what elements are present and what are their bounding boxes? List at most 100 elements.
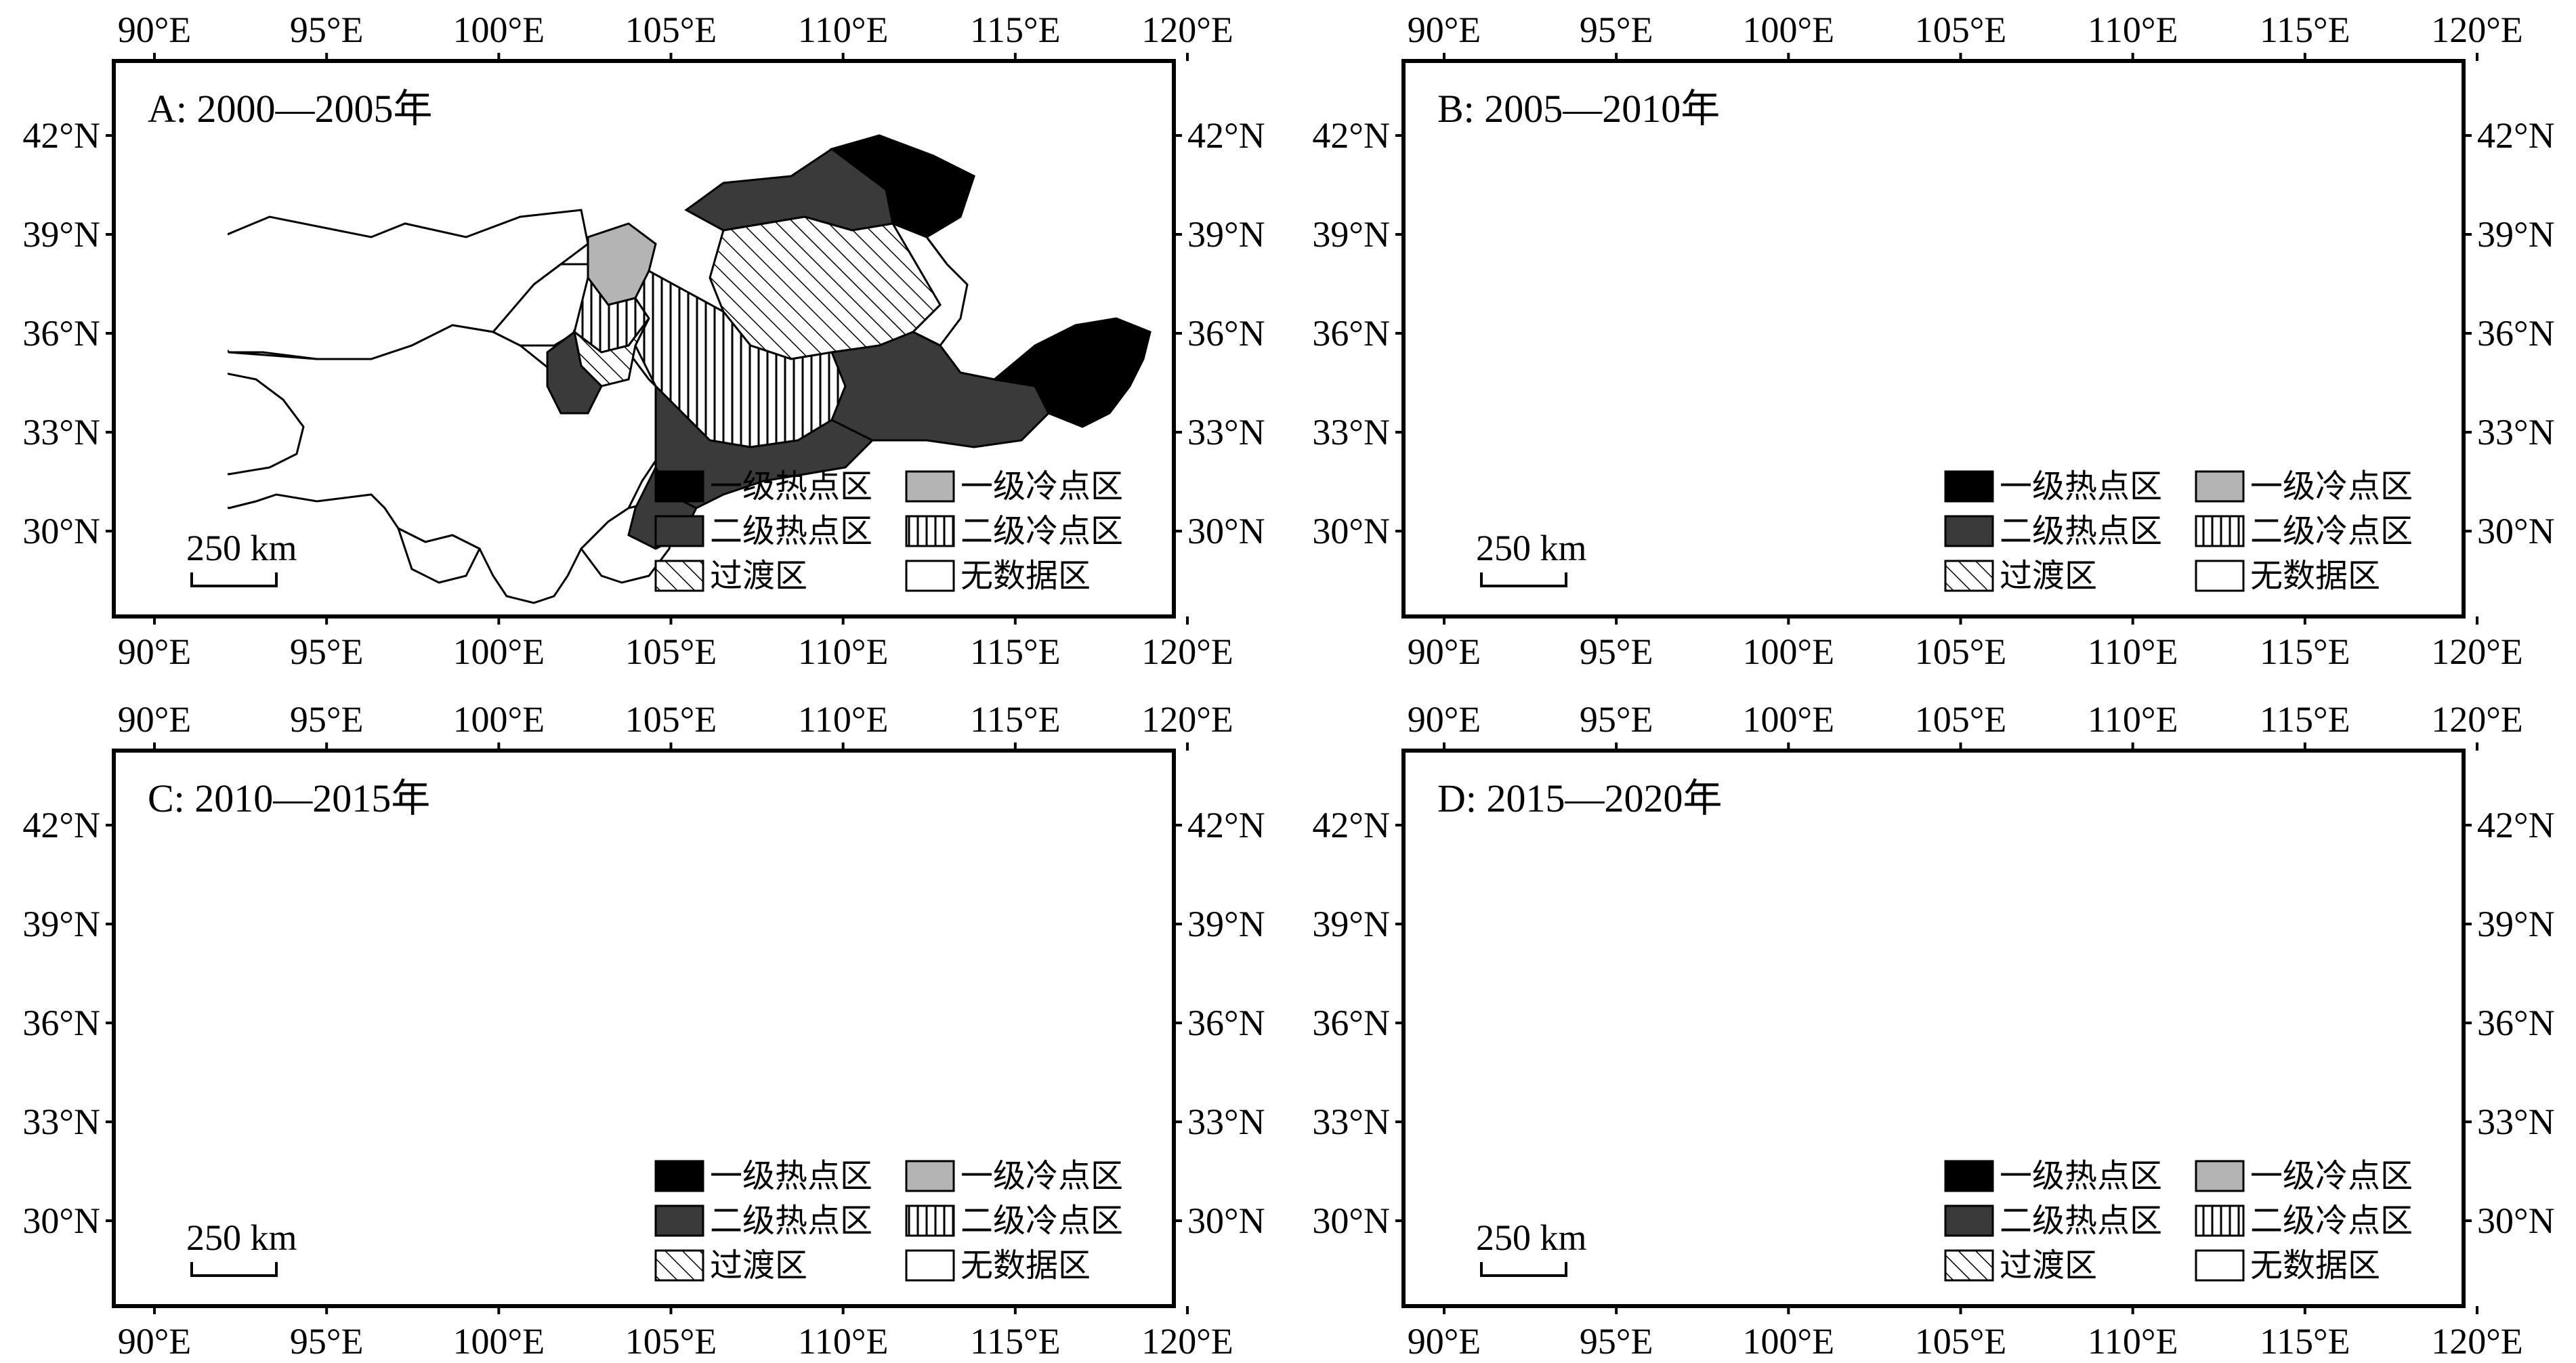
panel-title: B: 2005—2010年 <box>1437 87 1720 131</box>
lon-label-top: 90°E <box>1408 9 1481 50</box>
lon-label-bottom: 95°E <box>290 631 364 672</box>
legend-swatch-level1-hot <box>1944 470 1994 503</box>
lon-label-bottom: 105°E <box>625 631 717 672</box>
lat-label-left: 36°N <box>22 313 100 354</box>
lon-label-bottom: 100°E <box>1743 631 1835 672</box>
lon-label-top: 95°E <box>1580 699 1653 740</box>
lon-label-bottom: 120°E <box>2431 1321 2523 1362</box>
panel-title: A: 2000—2005年 <box>148 87 433 131</box>
legend-swatch-no-data <box>905 560 955 592</box>
lon-label-top: 95°E <box>290 699 364 740</box>
lat-label-left: 30°N <box>22 1200 100 1241</box>
lat-label-right: 33°N <box>2477 1102 2555 1142</box>
legend-label-transition: 过渡区 <box>710 1246 807 1284</box>
legend-swatch-level1-cold <box>2195 470 2245 503</box>
legend-label-level2-cold: 二级冷点区 <box>2250 512 2413 550</box>
lon-label-bottom: 115°E <box>2260 631 2350 672</box>
map-panel-c: 90°E 90°E 95°E 95°E 100°E 100°E 105°E 105°E 110°… <box>22 699 1265 1362</box>
lat-label-right: 30°N <box>2477 1200 2555 1241</box>
lon-label-top: 90°E <box>118 9 192 50</box>
scale-bar-label: 250 km <box>1476 528 1587 568</box>
legend-label-level1-hot: 一级热点区 <box>2000 1157 2162 1195</box>
legend-swatch-level1-cold <box>905 1160 955 1192</box>
lon-label-bottom: 120°E <box>1141 1321 1233 1362</box>
lon-label-bottom: 105°E <box>625 1321 717 1362</box>
legend-label-level2-cold: 二级冷点区 <box>960 1202 1123 1240</box>
lat-label-left: 30°N <box>1312 1200 1390 1241</box>
lat-label-right: 33°N <box>1187 1102 1265 1142</box>
lat-label-right: 39°N <box>2477 904 2555 944</box>
lon-label-bottom: 115°E <box>970 1321 1061 1362</box>
lat-label-right: 30°N <box>1187 511 1265 551</box>
lon-label-bottom: 90°E <box>118 1321 192 1362</box>
legend-label-level1-cold: 一级冷点区 <box>960 467 1123 505</box>
lon-label-top: 105°E <box>625 9 717 50</box>
lon-label-bottom: 110°E <box>2088 631 2178 672</box>
lat-label-right: 42°N <box>1187 805 1265 845</box>
lon-label-top: 100°E <box>1743 699 1835 740</box>
lon-label-top: 120°E <box>2431 9 2523 50</box>
legend-label-level1-hot: 一级热点区 <box>2000 467 2162 505</box>
lat-label-left: 39°N <box>1312 904 1390 944</box>
lat-label-left: 36°N <box>22 1003 100 1043</box>
lon-label-top: 120°E <box>1141 699 1233 740</box>
lat-label-right: 36°N <box>1187 1003 1265 1043</box>
legend-swatch-level2-hot <box>1944 515 1994 547</box>
lon-label-bottom: 110°E <box>2088 1321 2178 1362</box>
lon-label-bottom: 90°E <box>1408 631 1481 672</box>
scale-bar <box>1480 572 1567 587</box>
panel-title: C: 2010—2015年 <box>148 776 430 820</box>
lat-label-right: 39°N <box>2477 214 2555 255</box>
legend-swatch-level1-hot <box>654 470 704 503</box>
lat-label-left: 42°N <box>22 115 100 156</box>
lon-label-bottom: 100°E <box>453 631 545 672</box>
lat-label-left: 30°N <box>22 511 100 551</box>
legend-swatch-level2-hot <box>654 515 704 547</box>
map-frame <box>1401 59 2466 618</box>
map-panel-a: 90°E 90°E 95°E 95°E 100°E 100°E 105°E 105°E 110°… <box>22 9 1265 672</box>
lon-label-bottom: 105°E <box>1915 631 2007 672</box>
lon-label-bottom: 100°E <box>1743 1321 1835 1362</box>
lat-label-right: 36°N <box>1187 313 1265 354</box>
legend-label-level2-cold: 二级冷点区 <box>2250 1202 2413 1240</box>
region-westC <box>546 330 603 415</box>
lat-label-left: 30°N <box>1312 511 1390 551</box>
legend-swatch-transition <box>654 560 704 592</box>
lat-label-right: 30°N <box>2477 511 2555 551</box>
legend-label-transition: 过渡区 <box>2000 1246 2097 1284</box>
legend-label-level1-cold: 一级冷点区 <box>2250 1157 2413 1195</box>
lon-label-top: 115°E <box>2260 9 2350 50</box>
lon-label-top: 90°E <box>1408 699 1481 740</box>
map-frame <box>1401 749 2466 1308</box>
lat-label-left: 33°N <box>1312 1102 1390 1142</box>
lat-label-right: 33°N <box>1187 412 1265 453</box>
lon-label-bottom: 120°E <box>2431 631 2523 672</box>
legend-label-level2-hot: 二级热点区 <box>2000 1202 2162 1240</box>
lon-label-bottom: 90°E <box>118 631 192 672</box>
lon-label-top: 90°E <box>118 699 192 740</box>
region-plateauR <box>890 221 969 347</box>
lat-label-right: 39°N <box>1187 904 1265 944</box>
legend-swatch-no-data <box>2195 560 2245 592</box>
lat-label-right: 42°N <box>2477 805 2555 845</box>
lat-label-left: 42°N <box>1312 115 1390 156</box>
legend-label-level1-cold: 一级冷点区 <box>2250 467 2413 505</box>
lon-label-top: 110°E <box>2088 9 2178 50</box>
lon-label-top: 105°E <box>1915 9 2007 50</box>
lat-label-left: 36°N <box>1312 1003 1390 1043</box>
map-frame <box>112 749 1176 1308</box>
legend-label-level1-hot: 一级热点区 <box>710 467 872 505</box>
region-northE <box>829 134 975 238</box>
legend-swatch-level1-hot <box>1944 1160 1994 1192</box>
scale-bar <box>190 1262 278 1277</box>
lat-label-right: 42°N <box>1187 115 1265 156</box>
lat-label-right: 42°N <box>2477 115 2555 156</box>
legend-label-level2-cold: 二级冷点区 <box>960 512 1123 550</box>
legend-label-level2-hot: 二级热点区 <box>710 512 872 550</box>
legend-label-no-data: 无数据区 <box>2250 1246 2380 1284</box>
lat-label-right: 36°N <box>2477 313 2555 354</box>
lat-label-right: 30°N <box>1187 1200 1265 1241</box>
lon-label-bottom: 110°E <box>798 631 889 672</box>
lon-label-top: 110°E <box>798 9 889 50</box>
